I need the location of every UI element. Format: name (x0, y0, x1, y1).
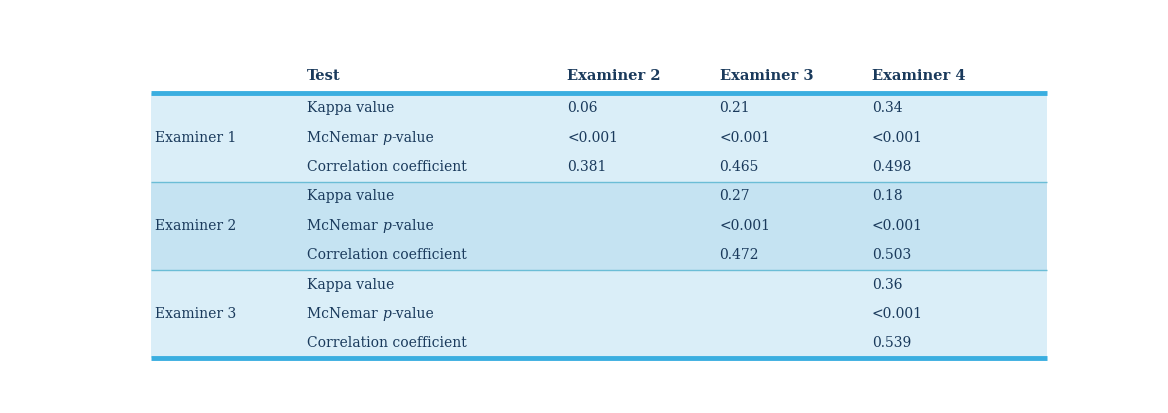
Text: <0.001: <0.001 (719, 131, 771, 145)
Text: Kappa value: Kappa value (307, 189, 395, 203)
Text: McNemar: McNemar (307, 131, 382, 145)
Text: <0.001: <0.001 (872, 219, 923, 233)
Text: 0.539: 0.539 (872, 336, 911, 350)
Text: p: p (382, 307, 391, 321)
Text: McNemar: McNemar (307, 307, 382, 321)
Bar (151, 270, 1047, 358)
Text: Examiner 1: Examiner 1 (155, 131, 236, 145)
Text: Correlation coefficient: Correlation coefficient (307, 160, 467, 174)
Text: <0.001: <0.001 (568, 131, 618, 145)
Text: Examiner 3: Examiner 3 (155, 307, 236, 321)
Text: Correlation coefficient: Correlation coefficient (307, 336, 467, 350)
Text: Correlation coefficient: Correlation coefficient (307, 248, 467, 262)
Text: -value: -value (391, 219, 434, 233)
Text: Examiner 3: Examiner 3 (719, 69, 813, 83)
Text: Test: Test (307, 69, 341, 83)
Text: Examiner 4: Examiner 4 (872, 69, 966, 83)
Text: 0.36: 0.36 (872, 278, 903, 292)
Text: 0.27: 0.27 (719, 189, 750, 203)
Text: <0.001: <0.001 (719, 219, 771, 233)
Text: 0.34: 0.34 (872, 101, 903, 115)
Text: 0.465: 0.465 (719, 160, 759, 174)
Text: 0.381: 0.381 (568, 160, 606, 174)
Text: Examiner 2: Examiner 2 (155, 219, 236, 233)
Text: -value: -value (391, 131, 434, 145)
Text: 0.498: 0.498 (872, 160, 911, 174)
Text: 0.06: 0.06 (568, 101, 598, 115)
Text: 0.503: 0.503 (872, 248, 911, 262)
Text: -value: -value (391, 307, 434, 321)
Bar (151, 182, 1047, 270)
Text: 0.18: 0.18 (872, 189, 903, 203)
Text: <0.001: <0.001 (872, 307, 923, 321)
Text: p: p (382, 219, 391, 233)
Text: 0.472: 0.472 (719, 248, 759, 262)
Text: 0.21: 0.21 (719, 101, 750, 115)
Text: Kappa value: Kappa value (307, 101, 395, 115)
Text: McNemar: McNemar (307, 219, 382, 233)
Text: Examiner 2: Examiner 2 (568, 69, 661, 83)
Text: Kappa value: Kappa value (307, 278, 395, 292)
Text: p: p (382, 131, 391, 145)
Bar (151, 93, 1047, 182)
Text: <0.001: <0.001 (872, 131, 923, 145)
